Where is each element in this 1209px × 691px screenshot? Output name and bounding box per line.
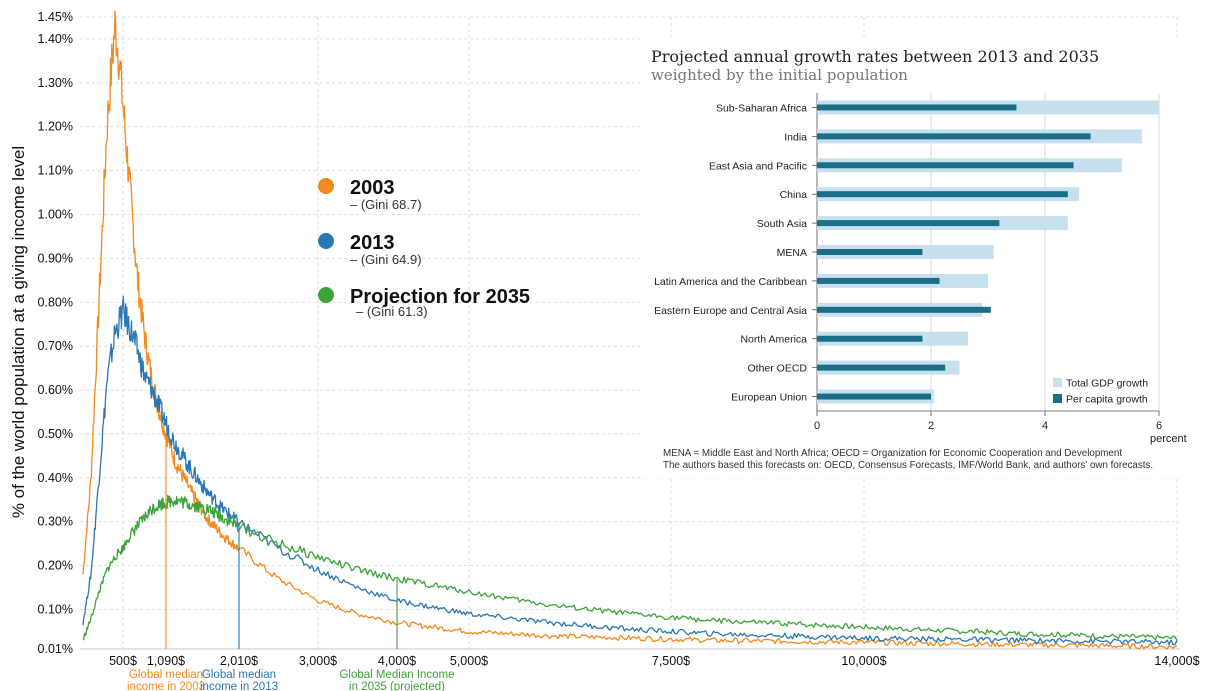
inset-title: Projected annual growth rates between 20… [651, 47, 1099, 66]
inset-x-label: percent [1150, 433, 1187, 445]
inset-category-label: Eastern Europe and Central Asia [654, 305, 807, 317]
inset-x-tick-label: 6 [1156, 420, 1162, 432]
legend-dot-1 [318, 233, 334, 249]
y-tick-label: 1.20% [38, 120, 73, 134]
inset-category-label: China [780, 189, 808, 201]
inset-bar-per-capita [817, 364, 946, 371]
inset-category-label: Latin America and the Caribbean [654, 276, 807, 288]
grid [80, 16, 1180, 650]
y-tick-label: 0.60% [38, 383, 73, 397]
inset-legend-label-0: Total GDP growth [1066, 378, 1148, 390]
y-tick-label: 0.10% [38, 603, 73, 617]
x-tick-label: 500$ [109, 654, 137, 668]
x-tick-label: 14,000$ [1154, 654, 1199, 668]
y-axis: 0.01% 0.10% 0.20% 0.30% 0.40% 0.50% 0.60% 0.70%… [38, 10, 73, 656]
inset-footnote-1: MENA = Middle East and North Africa; OEC… [663, 448, 1122, 459]
inset-x-tick-label: 0 [814, 420, 820, 432]
y-tick-label: 0.80% [38, 295, 73, 309]
y-tick-label: 0.70% [38, 339, 73, 353]
y-tick-label: 0.30% [38, 515, 73, 529]
inset-category-label: North America [740, 334, 807, 346]
inset-bars: 0 2 4 6 Sub-Saharan Africa India East Asia and… [654, 93, 1162, 432]
inset-category-label: Other OECD [747, 363, 807, 375]
legend-dot-2 [318, 287, 334, 303]
series-lines [82, 10, 1178, 650]
inset-category-label: East Asia and Pacific [709, 160, 807, 172]
growth-rates-inset: Projected annual growth rates between 20… [640, 38, 1188, 478]
inset-legend-label-1: Per capita growth [1066, 394, 1148, 406]
series-line-2 [82, 494, 1178, 641]
median-note-line1-1: Global median [202, 669, 276, 681]
y-tick-label: 0.40% [38, 471, 73, 485]
median-note-line1-0: Global median [129, 669, 203, 681]
inset-bar-per-capita [817, 335, 923, 342]
inset-category-label: Sub-Saharan Africa [716, 102, 807, 114]
x-tick-label: 7,500$ [652, 654, 690, 668]
inset-category-label: South Asia [757, 218, 807, 230]
x-tick-label: 10,000$ [841, 654, 886, 668]
inset-bar-per-capita [817, 191, 1068, 198]
legend-title-1: 2013 [350, 232, 395, 254]
y-tick-label: 1.40% [38, 32, 73, 46]
legend-sub-0: – (Gini 68.7) [350, 197, 422, 212]
inset-category-label: India [784, 131, 807, 143]
inset-bar-per-capita [817, 133, 1091, 140]
legend-title-2: Projection for 2035 [350, 286, 530, 308]
median-value-label-0: 1,090$ [147, 654, 185, 668]
inset-legend-swatch-0 [1053, 378, 1062, 387]
inset-bar-per-capita [817, 104, 1017, 111]
legend-sub-2: – (Gini 61.3) [356, 304, 428, 319]
median-value-label-2: 4,000$ [378, 654, 416, 668]
y-tick-label: 1.10% [38, 164, 73, 178]
inset-category-label: MENA [777, 247, 807, 259]
inset-bar-per-capita [817, 393, 931, 400]
series-line-1 [82, 295, 1178, 646]
median-note-line2-2: in 2035 (projected) [349, 681, 445, 691]
y-tick-label: 1.00% [38, 208, 73, 222]
inset-bar-per-capita [817, 306, 991, 313]
inset-bar-per-capita [817, 277, 940, 284]
legend-title-0: 2003 [350, 177, 395, 199]
inset-bar-per-capita [817, 249, 923, 255]
x-tick-label: 5,000$ [450, 654, 488, 668]
x-axis: 500$ 3,000$ 5,000$ 7,500$ 10,000$ 14,000$ [109, 654, 1200, 668]
y-tick-label: 1.30% [38, 76, 73, 90]
median-note-line2-1: income in 2013 [200, 681, 278, 691]
inset-legend-swatch-1 [1053, 394, 1062, 403]
legend-sub-1: – (Gini 64.9) [350, 252, 422, 267]
y-tick-label: 0.01% [38, 642, 73, 656]
y-tick-label: 0.50% [38, 427, 73, 441]
legend-dot-0 [318, 178, 334, 194]
inset-x-tick-label: 2 [928, 420, 934, 432]
legend: 2003– (Gini 68.7) 2013– (Gini 64.9) Projec… [318, 177, 530, 319]
y-tick-label: 0.20% [38, 559, 73, 573]
median-note-line1-2: Global Median Income [339, 669, 454, 681]
inset-footnote-2: The authors based this forecasts on: OEC… [663, 460, 1153, 471]
x-tick-label: 3,000$ [299, 654, 337, 668]
inset-bar-per-capita [817, 162, 1074, 169]
inset-subtitle: weighted by the initial population [651, 66, 908, 84]
median-note-line2-0: income in 2003 [127, 681, 205, 691]
median-value-label-1: 2,010$ [220, 654, 258, 668]
y-axis-label: % of the world population at a giving in… [9, 146, 28, 518]
y-tick-label: 0.90% [38, 251, 73, 265]
inset-x-tick-label: 4 [1042, 420, 1048, 432]
inset-bar-per-capita [817, 220, 1000, 227]
inset-category-label: European Union [731, 392, 807, 404]
y-tick-label: 1.45% [38, 10, 73, 24]
